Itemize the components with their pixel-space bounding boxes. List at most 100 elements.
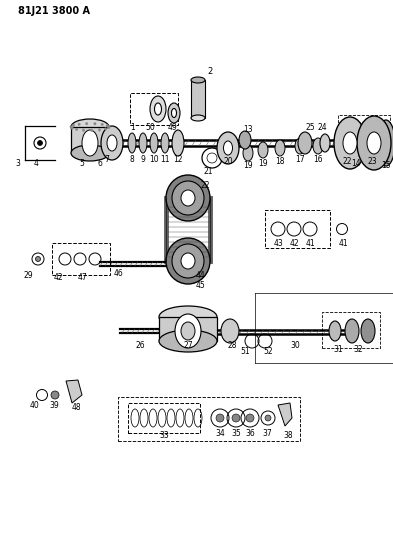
Text: 18: 18	[275, 157, 285, 166]
Ellipse shape	[243, 145, 253, 161]
Text: 29: 29	[23, 271, 33, 280]
Text: 17: 17	[295, 155, 305, 164]
Circle shape	[232, 414, 240, 422]
Text: 46: 46	[113, 269, 123, 278]
Bar	[159, 317, 217, 341]
Ellipse shape	[313, 138, 323, 154]
Text: 51: 51	[240, 346, 250, 356]
Text: 33: 33	[159, 432, 169, 440]
Ellipse shape	[334, 117, 366, 169]
Bar	[338, 115, 390, 161]
Ellipse shape	[224, 141, 233, 155]
Text: 34: 34	[215, 429, 225, 438]
Circle shape	[98, 128, 101, 131]
Circle shape	[106, 124, 108, 127]
Ellipse shape	[181, 322, 195, 340]
Text: 30: 30	[290, 341, 300, 350]
Text: 42: 42	[53, 273, 63, 282]
Text: 8: 8	[130, 156, 134, 165]
Circle shape	[246, 414, 254, 422]
Text: 49: 49	[168, 123, 178, 132]
Text: 24: 24	[317, 124, 327, 133]
Text: 12: 12	[173, 156, 183, 165]
Text: 11: 11	[160, 156, 170, 165]
Text: 10: 10	[149, 156, 159, 165]
Ellipse shape	[191, 77, 205, 83]
Circle shape	[105, 128, 107, 130]
Ellipse shape	[275, 140, 285, 156]
Ellipse shape	[377, 120, 393, 166]
Circle shape	[37, 141, 42, 146]
Text: 20: 20	[223, 157, 233, 166]
Bar	[71, 127, 109, 153]
Text: 47: 47	[77, 273, 87, 282]
Text: 15: 15	[381, 160, 391, 169]
Text: 39: 39	[49, 401, 59, 410]
Text: 41: 41	[338, 238, 348, 247]
Circle shape	[71, 127, 73, 130]
Bar	[128, 403, 200, 433]
Bar	[265, 210, 330, 248]
Circle shape	[72, 124, 75, 126]
Bar	[52, 243, 110, 275]
Circle shape	[78, 123, 80, 125]
Ellipse shape	[71, 145, 109, 161]
Text: 22: 22	[342, 157, 352, 166]
Polygon shape	[278, 403, 292, 426]
Bar	[118, 397, 300, 441]
Text: 37: 37	[262, 429, 272, 438]
Bar	[191, 80, 205, 118]
Text: 1: 1	[130, 123, 135, 132]
Text: 21: 21	[203, 166, 213, 175]
Ellipse shape	[258, 142, 268, 158]
Ellipse shape	[172, 181, 204, 215]
Ellipse shape	[128, 133, 136, 153]
Text: 35: 35	[231, 429, 241, 438]
Circle shape	[70, 125, 72, 128]
Text: 43: 43	[273, 238, 283, 247]
Ellipse shape	[166, 175, 210, 221]
Ellipse shape	[357, 116, 391, 170]
Text: 31: 31	[333, 345, 343, 354]
Text: 41: 41	[305, 238, 315, 247]
Ellipse shape	[191, 115, 205, 121]
Text: 50: 50	[145, 123, 155, 132]
Ellipse shape	[150, 133, 158, 153]
Ellipse shape	[295, 138, 305, 154]
Text: 32: 32	[353, 345, 363, 354]
Ellipse shape	[71, 119, 109, 135]
Text: 25: 25	[305, 124, 315, 133]
Ellipse shape	[172, 130, 184, 156]
Circle shape	[216, 414, 224, 422]
Text: 28: 28	[227, 342, 237, 351]
Text: 16: 16	[313, 155, 323, 164]
Circle shape	[265, 415, 271, 421]
Text: 19: 19	[243, 161, 253, 171]
Text: 48: 48	[71, 402, 81, 411]
Circle shape	[82, 129, 85, 131]
Ellipse shape	[345, 319, 359, 343]
Text: 14: 14	[351, 158, 361, 167]
Ellipse shape	[150, 96, 166, 122]
Circle shape	[108, 126, 110, 128]
Text: 36: 36	[245, 429, 255, 438]
Text: 9: 9	[141, 156, 145, 165]
Ellipse shape	[329, 321, 341, 341]
Ellipse shape	[181, 253, 195, 269]
Ellipse shape	[221, 319, 239, 343]
Text: 40: 40	[30, 401, 40, 410]
Text: 38: 38	[283, 432, 293, 440]
Text: 42: 42	[289, 238, 299, 247]
Circle shape	[86, 123, 88, 125]
Ellipse shape	[168, 103, 180, 123]
Text: 7: 7	[105, 156, 109, 165]
Bar	[322, 312, 380, 348]
Text: 26: 26	[135, 341, 145, 350]
Ellipse shape	[154, 103, 162, 115]
Text: 6: 6	[97, 158, 103, 167]
Ellipse shape	[139, 133, 147, 153]
Ellipse shape	[320, 134, 330, 152]
Ellipse shape	[343, 132, 357, 154]
Circle shape	[75, 128, 78, 131]
Circle shape	[94, 123, 96, 125]
